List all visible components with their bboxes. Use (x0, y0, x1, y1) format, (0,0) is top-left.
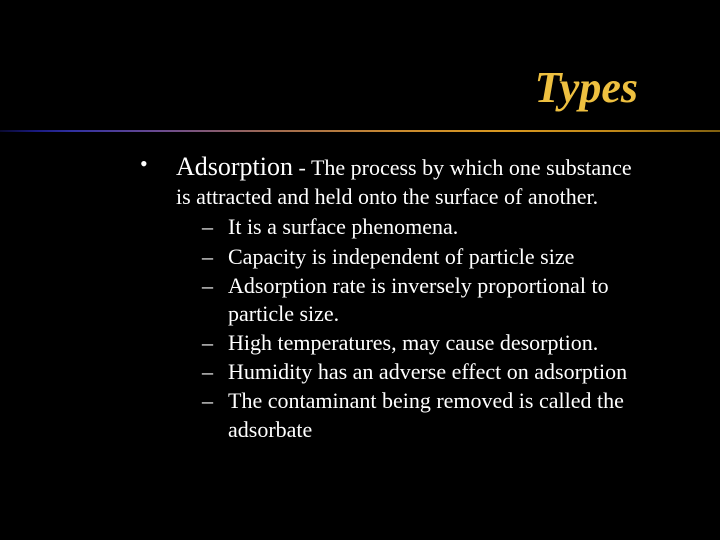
sub-text: It is a surface phenomena. (228, 213, 660, 241)
sub-text: The contaminant being removed is called … (228, 387, 660, 443)
sub-text: Adsorption rate is inversely proportiona… (228, 272, 660, 328)
sub-marker: – (202, 358, 228, 386)
sub-marker: – (202, 272, 228, 328)
sub-marker: – (202, 213, 228, 241)
slide: Types • Adsorption - The process by whic… (0, 0, 720, 540)
accent-line (0, 130, 720, 132)
slide-content: • Adsorption - The process by which one … (140, 150, 660, 445)
sub-text: Capacity is independent of particle size (228, 243, 660, 271)
bullet-body: Adsorption - The process by which one su… (176, 150, 660, 445)
sub-marker: – (202, 329, 228, 357)
sub-item: – Adsorption rate is inversely proportio… (202, 272, 660, 328)
sub-marker: – (202, 243, 228, 271)
bullet-term: Adsorption (176, 152, 293, 181)
sub-marker: – (202, 387, 228, 443)
slide-title: Types (535, 62, 638, 113)
sub-item: – Capacity is independent of particle si… (202, 243, 660, 271)
sub-item: – The contaminant being removed is calle… (202, 387, 660, 443)
sub-item: – Humidity has an adverse effect on adso… (202, 358, 660, 386)
bullet-sep: - (293, 155, 311, 180)
sub-item: – High temperatures, may cause desorptio… (202, 329, 660, 357)
sub-text: High temperatures, may cause desorption. (228, 329, 660, 357)
bullet-marker: • (140, 150, 176, 445)
sub-list: – It is a surface phenomena. – Capacity … (176, 213, 660, 443)
bullet-item: • Adsorption - The process by which one … (140, 150, 660, 445)
bullet-def-line1: The process by which one substance (311, 155, 632, 180)
bullet-def-line2: is attracted and held onto the surface o… (176, 183, 660, 211)
sub-text: Humidity has an adverse effect on adsorp… (228, 358, 660, 386)
sub-item: – It is a surface phenomena. (202, 213, 660, 241)
